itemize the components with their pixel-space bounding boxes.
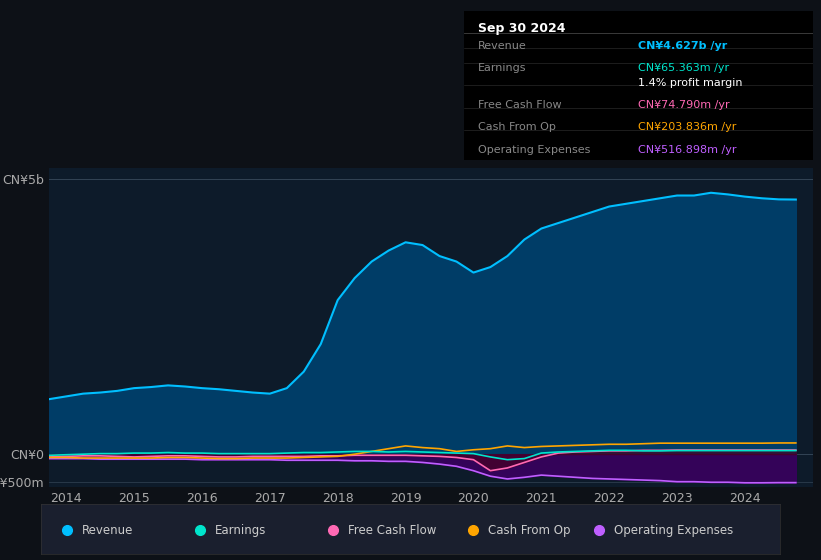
Text: CN¥65.363m /yr: CN¥65.363m /yr — [639, 63, 729, 73]
Text: 1.4% profit margin: 1.4% profit margin — [639, 78, 743, 88]
Text: Free Cash Flow: Free Cash Flow — [478, 100, 562, 110]
Text: CN¥4.627b /yr: CN¥4.627b /yr — [639, 41, 727, 51]
Text: Earnings: Earnings — [215, 524, 266, 536]
Text: Operating Expenses: Operating Expenses — [613, 524, 733, 536]
Text: CN¥516.898m /yr: CN¥516.898m /yr — [639, 145, 736, 155]
Text: Free Cash Flow: Free Cash Flow — [348, 524, 436, 536]
Text: Revenue: Revenue — [478, 41, 526, 51]
Text: Cash From Op: Cash From Op — [478, 123, 556, 133]
Text: CN¥74.790m /yr: CN¥74.790m /yr — [639, 100, 730, 110]
Text: Revenue: Revenue — [82, 524, 133, 536]
Text: Cash From Op: Cash From Op — [488, 524, 571, 536]
Text: Operating Expenses: Operating Expenses — [478, 145, 590, 155]
Text: CN¥203.836m /yr: CN¥203.836m /yr — [639, 123, 736, 133]
Text: Earnings: Earnings — [478, 63, 526, 73]
Text: Sep 30 2024: Sep 30 2024 — [478, 22, 566, 35]
